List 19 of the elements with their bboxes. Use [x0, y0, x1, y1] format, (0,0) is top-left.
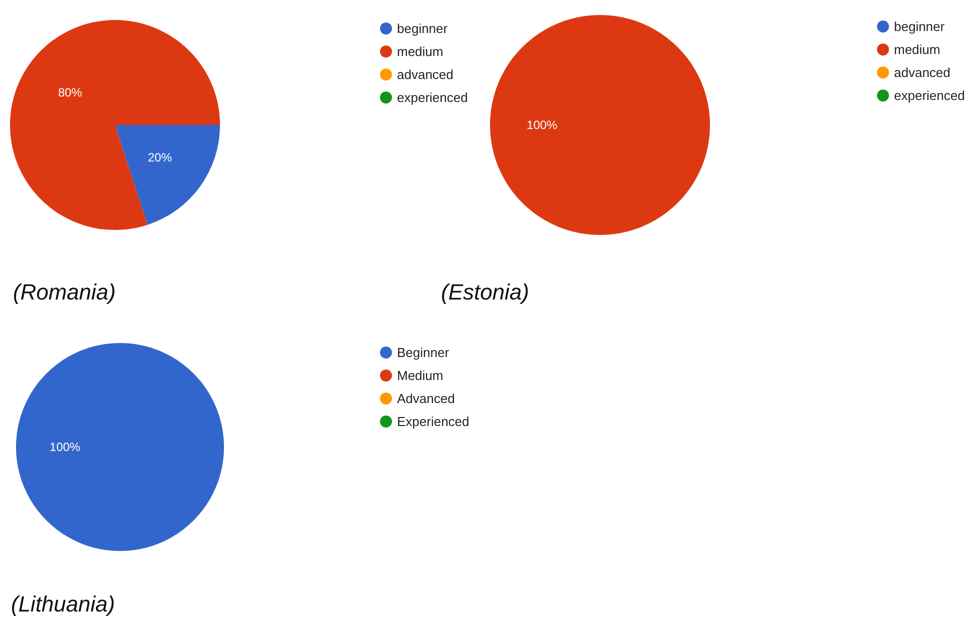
text: (Lithuania)	[11, 592, 115, 616]
legend-label: Advanced	[397, 391, 455, 406]
legend-label: beginner	[894, 19, 946, 34]
legend-label: advanced	[894, 65, 950, 80]
legend-label: Experienced	[397, 414, 470, 429]
data-label: 100%	[50, 440, 81, 454]
legend-label: medium	[397, 44, 444, 59]
legend-label: beginner	[397, 21, 448, 36]
data-label: 20%	[148, 150, 172, 165]
text: (Estonia)	[441, 280, 530, 304]
data-label: 80%	[58, 85, 82, 100]
legend-label: experienced	[397, 90, 468, 105]
legend-label: Beginner	[397, 345, 450, 360]
legend-label: experienced	[894, 88, 965, 103]
legend-label: medium	[894, 42, 940, 57]
text: (Romania)	[13, 280, 116, 304]
legend-label: advanced	[397, 67, 454, 82]
legend-label: Medium	[397, 368, 444, 383]
data-label: 100%	[526, 118, 558, 132]
